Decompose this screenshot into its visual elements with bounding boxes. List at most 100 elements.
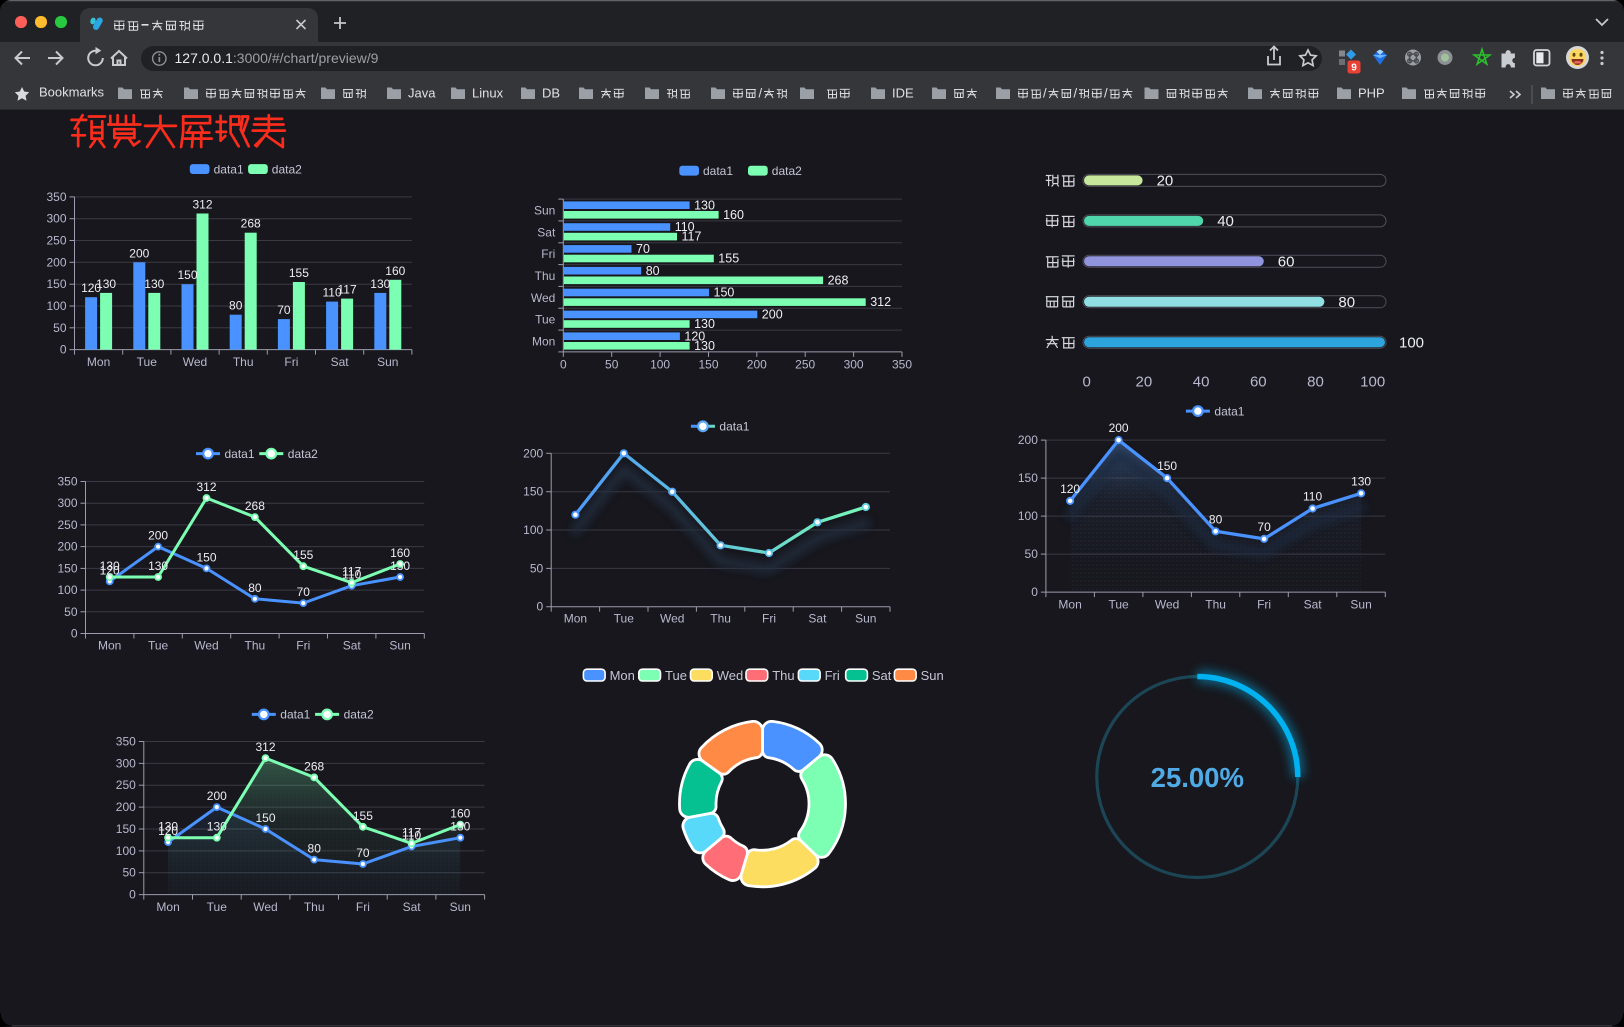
svg-text:130: 130 <box>144 277 164 291</box>
svg-text:/: / <box>759 86 763 101</box>
svg-text:Tue: Tue <box>665 668 687 683</box>
svg-text:150: 150 <box>1157 459 1177 473</box>
svg-text:100: 100 <box>650 357 670 371</box>
svg-text:110: 110 <box>1303 490 1322 504</box>
svg-text:40: 40 <box>1217 213 1234 230</box>
svg-text:300: 300 <box>844 357 864 371</box>
svg-text:/: / <box>1043 86 1047 101</box>
svg-text:IDE: IDE <box>892 86 914 101</box>
svg-text:70: 70 <box>297 585 311 599</box>
svg-text:0: 0 <box>1031 585 1038 599</box>
svg-text:200: 200 <box>57 540 77 554</box>
svg-text:data1: data1 <box>1214 404 1244 418</box>
svg-text:Sun: Sun <box>377 355 398 369</box>
svg-text:130: 130 <box>96 277 116 291</box>
svg-text:Mon: Mon <box>156 900 179 914</box>
svg-text:100: 100 <box>523 523 543 537</box>
svg-text:268: 268 <box>241 217 261 231</box>
svg-text:100: 100 <box>1399 334 1424 351</box>
svg-text:130: 130 <box>694 317 715 331</box>
svg-text:Thu: Thu <box>1205 597 1226 611</box>
svg-text:Sun: Sun <box>389 638 410 652</box>
svg-text:200: 200 <box>523 446 543 460</box>
svg-text:130: 130 <box>100 559 120 573</box>
svg-text:70: 70 <box>1257 520 1271 534</box>
svg-text:Thu: Thu <box>233 355 254 369</box>
svg-text:Tue: Tue <box>535 313 556 327</box>
svg-text:Sun: Sun <box>921 668 944 683</box>
svg-text:Sun: Sun <box>450 900 471 914</box>
svg-text:0: 0 <box>1083 374 1091 391</box>
svg-text:9: 9 <box>1351 63 1357 74</box>
svg-text:80: 80 <box>1307 374 1324 391</box>
svg-text:150: 150 <box>116 822 136 836</box>
svg-text:Sun: Sun <box>855 612 876 626</box>
svg-text:Thu: Thu <box>304 900 325 914</box>
svg-text:Thu: Thu <box>710 612 731 626</box>
svg-text:Fri: Fri <box>356 900 370 914</box>
svg-text:117: 117 <box>342 565 361 579</box>
svg-text:Fri: Fri <box>541 247 555 261</box>
svg-text:Sat: Sat <box>808 612 827 626</box>
svg-text:DB: DB <box>542 86 560 101</box>
svg-text:Wed: Wed <box>194 638 218 652</box>
svg-text:data1: data1 <box>280 708 310 722</box>
svg-text:110: 110 <box>402 829 421 843</box>
svg-text:200: 200 <box>747 357 767 371</box>
svg-text:0: 0 <box>71 627 78 641</box>
svg-text:100: 100 <box>1360 374 1385 391</box>
svg-text:Linux: Linux <box>472 86 504 101</box>
svg-text:/: / <box>1074 86 1078 101</box>
svg-text:50: 50 <box>53 321 67 335</box>
svg-text:Wed: Wed <box>531 291 555 305</box>
svg-text:50: 50 <box>605 357 619 371</box>
svg-text:data1: data1 <box>703 164 733 178</box>
svg-text:Sat: Sat <box>1304 597 1323 611</box>
svg-text:110: 110 <box>323 286 342 300</box>
svg-text:Sat: Sat <box>872 668 892 683</box>
svg-text:50: 50 <box>1025 547 1039 561</box>
svg-text:60: 60 <box>1250 374 1267 391</box>
svg-text:150: 150 <box>196 550 216 564</box>
svg-text:250: 250 <box>57 518 77 532</box>
svg-text:0: 0 <box>129 888 136 902</box>
svg-text:100: 100 <box>57 583 77 597</box>
svg-text:160: 160 <box>390 546 410 560</box>
svg-text:Sun: Sun <box>534 204 555 218</box>
svg-text:160: 160 <box>450 807 470 821</box>
svg-text:120: 120 <box>1060 482 1080 496</box>
svg-text:117: 117 <box>402 825 421 839</box>
svg-text:130: 130 <box>1351 474 1371 488</box>
svg-text:120: 120 <box>81 281 101 295</box>
svg-text:0: 0 <box>60 343 67 357</box>
svg-text:Thu: Thu <box>245 638 266 652</box>
svg-text:200: 200 <box>148 529 168 543</box>
svg-text:312: 312 <box>192 198 212 212</box>
svg-text:200: 200 <box>207 789 227 803</box>
svg-text:Fri: Fri <box>825 668 840 683</box>
svg-text:150: 150 <box>255 811 275 825</box>
svg-text:Fri: Fri <box>284 355 298 369</box>
svg-text:155: 155 <box>718 252 739 266</box>
svg-text:150: 150 <box>523 485 543 499</box>
svg-text:200: 200 <box>1109 421 1129 435</box>
svg-text:50: 50 <box>530 561 544 575</box>
svg-text:120: 120 <box>158 824 178 838</box>
svg-text:60: 60 <box>1278 254 1295 271</box>
svg-text:Tue: Tue <box>614 612 635 626</box>
svg-text:data1: data1 <box>214 163 244 177</box>
svg-text:Tue: Tue <box>207 900 228 914</box>
svg-text:70: 70 <box>277 303 291 317</box>
svg-text:155: 155 <box>293 548 313 562</box>
svg-text:130: 130 <box>694 339 715 353</box>
svg-text:Wed: Wed <box>183 355 207 369</box>
svg-text:Mon: Mon <box>610 668 635 683</box>
svg-text:200: 200 <box>46 255 66 269</box>
svg-text:300: 300 <box>57 496 77 510</box>
svg-text:25.00%: 25.00% <box>1151 762 1244 793</box>
svg-text:268: 268 <box>828 273 849 287</box>
svg-text:80: 80 <box>229 299 243 313</box>
svg-text:312: 312 <box>870 295 891 309</box>
svg-text:350: 350 <box>116 735 136 749</box>
svg-text:250: 250 <box>46 234 66 248</box>
